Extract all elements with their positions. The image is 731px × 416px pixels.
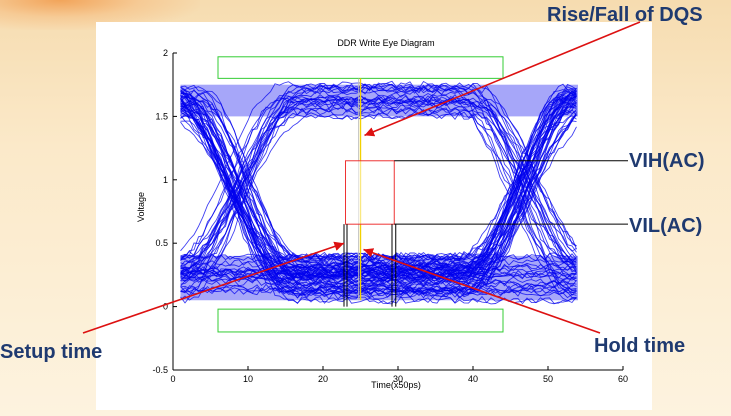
eye-diagram-chart: DDR Write Eye Diagram 0 10 20 30 40 50 60-0.50… (136, 38, 628, 390)
x-tick-label: 0 (170, 374, 175, 384)
high-rail-band (180, 84, 578, 117)
eye-mask-box (345, 160, 395, 225)
x-tick-label: 60 (618, 374, 628, 384)
figure-panel: DDR Write Eye Diagram 0 10 20 30 40 50 60 -0.5 0… (96, 22, 652, 410)
y-tick-label: 1 (163, 175, 168, 185)
x-tick-label: 50 (543, 374, 553, 384)
bottom-guard-box (217, 308, 504, 333)
rise-fall-dqs-callout: Rise/Fall of DQS (547, 4, 703, 26)
y-tick-label: 0 (163, 302, 168, 312)
setup-time-callout: Setup time (0, 341, 103, 363)
axes: 0 10 20 30 40 50 60-0.500.511.52 (152, 48, 628, 384)
x-tick-label: 40 (468, 374, 478, 384)
low-rail-band (180, 255, 578, 301)
top-guard-box (217, 56, 504, 79)
vih-ac-callout: VIH(AC) (629, 150, 705, 172)
chart-title: DDR Write Eye Diagram (337, 38, 434, 48)
y-tick-label: 1.5 (155, 111, 168, 121)
y-axis-label: Voltage (136, 192, 146, 222)
x-axis-label: Time(x50ps) (371, 380, 421, 390)
x-tick-label: 10 (243, 374, 253, 384)
y-tick-label: 0.5 (155, 238, 168, 248)
x-tick-label: 20 (318, 374, 328, 384)
y-tick-label: -0.5 (152, 365, 168, 375)
y-tick-label: 2 (163, 48, 168, 58)
hold-time-callout: Hold time (594, 335, 686, 357)
x-tick-label: 30 (393, 374, 403, 384)
vil-ac-callout: VIL(AC) (629, 215, 703, 237)
